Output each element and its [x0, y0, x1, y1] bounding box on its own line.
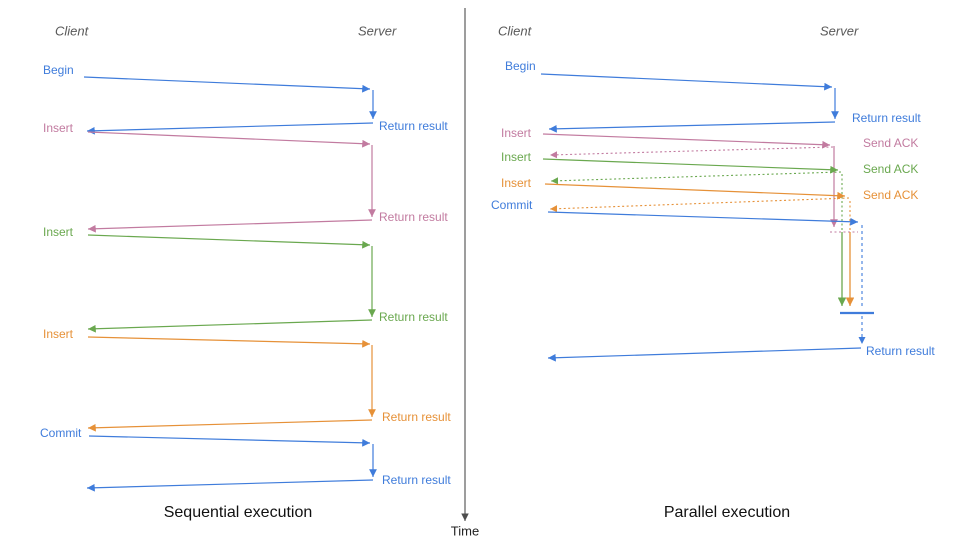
- par-client-header: Client: [498, 23, 532, 39]
- seq-begin-response-line: [86, 122, 374, 135]
- sequential-insert3-lines: [87, 336, 376, 432]
- par-begin-label: Begin: [505, 59, 536, 73]
- par-insert2-ack-line: [550, 171, 842, 185]
- seq-insert2-result-label: Return result: [379, 310, 448, 324]
- seq-insert1-result-label: Return result: [379, 210, 448, 224]
- par-begin-response-line: [548, 121, 836, 133]
- seq-client-header: Client: [55, 23, 89, 39]
- seq-insert2-response-line: [87, 319, 373, 333]
- seq-insert1-label: Insert: [43, 121, 74, 135]
- seq-insert3-response-line: [87, 419, 373, 432]
- parallel-insert3-lines: [544, 183, 855, 306]
- seq-commit-result-label: Return result: [382, 473, 451, 487]
- par-insert3-label: Insert: [501, 176, 532, 190]
- par-begin-result-label: Return result: [852, 111, 921, 125]
- sequential-insert1-lines: [87, 131, 376, 233]
- parallel-insert1-lines: [542, 133, 858, 233]
- seq-insert2-request-line: [87, 234, 371, 249]
- sequential-insert2-lines: [87, 234, 376, 333]
- par-insert2-label: Insert: [501, 150, 532, 164]
- seq-insert1-response-line: [87, 219, 373, 233]
- par-commit-request-line: [547, 211, 859, 226]
- par-begin-request-line: [540, 73, 833, 91]
- seq-begin-result-label: Return result: [379, 119, 448, 133]
- parallel-insert2-lines: [542, 158, 847, 306]
- seq-commit-label: Commit: [40, 426, 82, 440]
- par-insert1-request-line: [542, 133, 831, 149]
- time-axis-label: Time: [450, 523, 480, 539]
- seq-insert3-label: Insert: [43, 327, 74, 341]
- par-insert2-request-line: [542, 158, 839, 174]
- sequential-caption: Sequential execution: [163, 504, 313, 521]
- seq-insert1-request-line: [87, 131, 371, 148]
- par-server-header: Server: [820, 23, 859, 39]
- par-commit-label: Commit: [491, 198, 533, 212]
- parallel-begin-lines: [540, 73, 839, 133]
- par-insert1-ack-label: Send ACK: [863, 136, 919, 150]
- par-commit-result-label: Return result: [866, 344, 935, 358]
- parallel-caption: Parallel execution: [663, 504, 791, 521]
- par-insert2-ack-label: Send ACK: [863, 162, 919, 176]
- seq-server-header: Server: [358, 23, 397, 39]
- par-final-response-line: [547, 347, 862, 362]
- par-insert3-request-line: [544, 183, 846, 200]
- seq-commit-response-line: [86, 479, 374, 492]
- par-insert3-ack-label: Send ACK: [863, 188, 919, 202]
- par-insert3-ack-line: [549, 197, 850, 213]
- seq-insert3-request-line: [87, 336, 371, 348]
- seq-insert2-label: Insert: [43, 225, 74, 239]
- parallel-commit-lines: [547, 211, 874, 362]
- seq-begin-request-line: [83, 76, 371, 93]
- par-insert1-ack-line: [549, 146, 834, 159]
- sequential-commit-lines: [86, 435, 377, 492]
- seq-begin-label: Begin: [43, 63, 74, 77]
- seq-insert3-result-label: Return result: [382, 410, 451, 424]
- seq-commit-request-line: [88, 435, 371, 447]
- sequential-begin-lines: [83, 76, 377, 135]
- par-insert1-label: Insert: [501, 126, 532, 140]
